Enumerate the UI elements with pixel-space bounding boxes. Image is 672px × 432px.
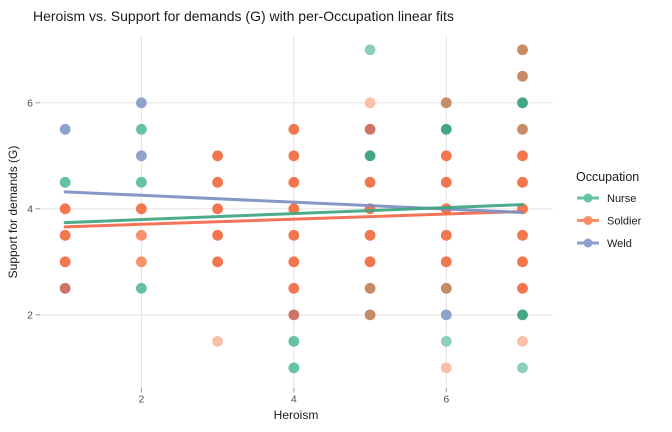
scatter-point (517, 282, 528, 294)
scatter-point (135, 123, 147, 135)
scatter-point (212, 229, 224, 241)
regression-lines (63, 190, 525, 229)
axis-ticks (35, 102, 447, 393)
scatter-point (517, 70, 528, 82)
scatter-point (135, 176, 147, 188)
scatter-point (517, 97, 528, 109)
scatter-point (517, 256, 528, 268)
scatter-point (59, 176, 71, 188)
scatter-point (440, 97, 452, 109)
scatter-point (517, 229, 528, 241)
scatter-point (212, 203, 224, 215)
scatter-point (440, 123, 452, 135)
y-tick-label: 4 (27, 203, 33, 215)
y-tick-label: 2 (27, 309, 33, 321)
chart-title: Heroism vs. Support for demands (G) with… (33, 8, 454, 24)
scatter-point (440, 282, 452, 294)
legend-label-nurse: Nurse (607, 193, 636, 205)
legend: Occupation Nurse Soldier Weld (576, 170, 642, 250)
scatter-point (364, 176, 376, 188)
scatter-point (440, 309, 452, 321)
scatter-point (135, 229, 147, 241)
x-axis-label: Heroism (274, 408, 319, 422)
fit-line-weld (63, 190, 525, 215)
scatter-point (135, 282, 147, 294)
scatter-point (517, 335, 528, 347)
scatter-point (517, 123, 528, 135)
scatter-point (517, 44, 528, 56)
scatter-point (212, 150, 224, 162)
scatter-point (288, 203, 300, 215)
scatter-point (364, 123, 376, 135)
scatter-point (440, 176, 452, 188)
legend-label-weld: Weld (607, 238, 632, 250)
scatter-point (288, 150, 300, 162)
scatter-point (440, 229, 452, 241)
scatter-point (517, 309, 528, 321)
scatter-point (288, 362, 300, 374)
scatter-point (364, 150, 376, 162)
fit-line-soldier (63, 209, 525, 229)
nurse-key-dot-icon (583, 193, 593, 203)
legend-item-nurse: Nurse (577, 193, 636, 205)
scatter-point (364, 97, 376, 109)
scatter-point (59, 256, 71, 268)
scatter-point (59, 282, 71, 294)
scatter-point (364, 44, 376, 56)
scatter-point (288, 176, 300, 188)
scatter-point (517, 150, 528, 162)
scatter-point (212, 256, 224, 268)
scatter-point (440, 335, 452, 347)
scatter-point (517, 362, 528, 374)
scatter-point (288, 123, 300, 135)
legend-item-soldier: Soldier (577, 216, 642, 228)
scatter-point (288, 335, 300, 347)
legend-label-soldier: Soldier (607, 216, 642, 228)
scatter-point (440, 256, 452, 268)
scatter-point (364, 229, 376, 241)
legend-title: Occupation (576, 170, 639, 184)
scatter-point (288, 229, 300, 241)
scatter-point (135, 256, 147, 268)
legend-item-weld: Weld (577, 238, 632, 250)
y-tick-label: 6 (27, 97, 33, 109)
x-tick-label: 6 (443, 394, 449, 406)
scatter-point (440, 362, 452, 374)
x-tick-label: 2 (138, 394, 144, 406)
scatter-point (135, 97, 147, 109)
scatter-point (59, 203, 71, 215)
scatter-point (59, 123, 71, 135)
scatter-point (135, 203, 147, 215)
y-axis-label: Support for demands (G) (6, 146, 20, 279)
tick-labels: 2 4 6 2 4 6 (27, 97, 449, 405)
scatter-point (212, 335, 224, 347)
scatter-point (59, 229, 71, 241)
scatter-point (364, 309, 376, 321)
scatter-point (288, 309, 300, 321)
scatter-point (440, 150, 452, 162)
scatter-point (212, 176, 224, 188)
weld-key-dot-icon (583, 238, 593, 248)
data-points (59, 44, 528, 374)
scatter-point (517, 176, 528, 188)
fit-line-nurse (63, 203, 525, 225)
scatter-point (364, 256, 376, 268)
scatter-point (135, 150, 147, 162)
x-tick-label: 4 (291, 394, 297, 406)
scatter-point (288, 256, 300, 268)
scatter-point (288, 282, 300, 294)
soldier-key-dot-icon (583, 216, 593, 225)
scatter-point (364, 282, 376, 294)
